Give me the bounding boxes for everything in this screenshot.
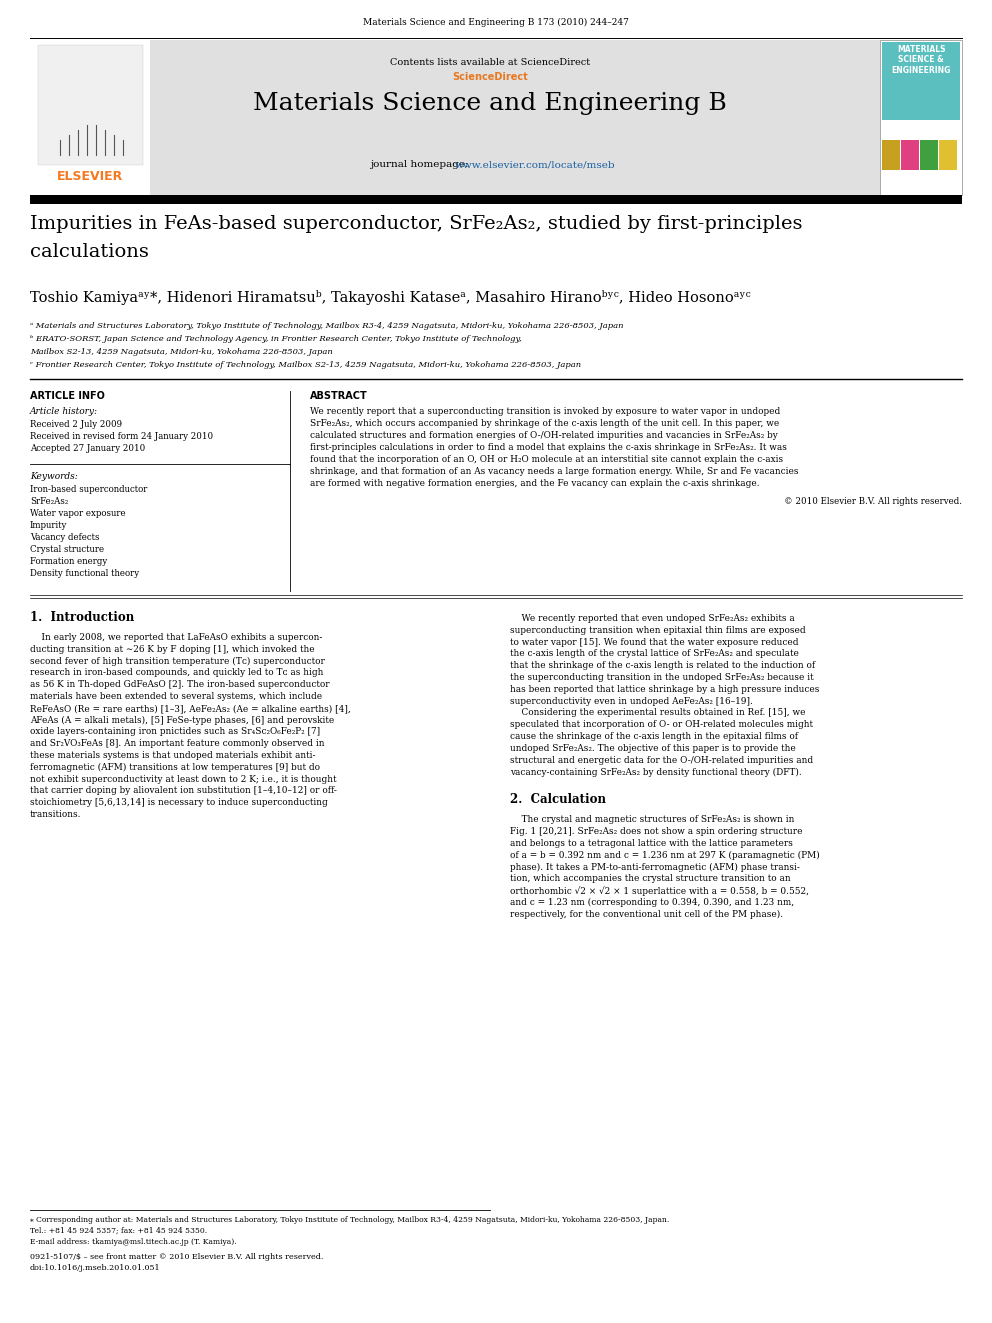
Text: Tel.: +81 45 924 5357; fax: +81 45 924 5350.: Tel.: +81 45 924 5357; fax: +81 45 924 5… <box>30 1226 207 1234</box>
Text: found that the incorporation of an O, OH or H₂O molecule at an interstitial site: found that the incorporation of an O, OH… <box>310 455 783 464</box>
Text: calculations: calculations <box>30 243 149 261</box>
Text: speculated that incorporation of O- or OH-related molecules might: speculated that incorporation of O- or O… <box>510 720 813 729</box>
Text: that the shrinkage of the c-axis length is related to the induction of: that the shrinkage of the c-axis length … <box>510 662 815 671</box>
Bar <box>30 194 962 204</box>
Text: ⁎ Corresponding author at: Materials and Structures Laboratory, Tokyo Institute : ⁎ Corresponding author at: Materials and… <box>30 1216 670 1224</box>
Text: orthorhombic √2 × √2 × 1 superlattice with a = 0.558, b = 0.552,: orthorhombic √2 × √2 × 1 superlattice wi… <box>510 886 809 896</box>
Text: calculated structures and formation energies of O-/OH-related impurities and vac: calculated structures and formation ener… <box>310 431 778 441</box>
Text: undoped SrFe₂As₂. The objective of this paper is to provide the: undoped SrFe₂As₂. The objective of this … <box>510 744 796 753</box>
Text: SrFe₂As₂, which occurs accompanied by shrinkage of the c-axis length of the unit: SrFe₂As₂, which occurs accompanied by sh… <box>310 419 780 429</box>
Text: journal homepage:: journal homepage: <box>370 160 472 169</box>
Text: vacancy-containing SrFe₂As₂ by density functional theory (DFT).: vacancy-containing SrFe₂As₂ by density f… <box>510 767 802 777</box>
Text: In early 2008, we reported that LaFeAsO exhibits a supercon-: In early 2008, we reported that LaFeAsO … <box>30 632 322 642</box>
Text: first-principles calculations in order to find a model that explains the c-axis : first-principles calculations in order t… <box>310 443 787 452</box>
Text: has been reported that lattice shrinkage by a high pressure induces: has been reported that lattice shrinkage… <box>510 685 819 693</box>
Text: Water vapor exposure: Water vapor exposure <box>30 509 126 519</box>
Text: as 56 K in Th-doped GdFeAsO [2]. The iron-based superconductor: as 56 K in Th-doped GdFeAsO [2]. The iro… <box>30 680 329 689</box>
Text: cause the shrinkage of the c-axis length in the epitaxial films of: cause the shrinkage of the c-axis length… <box>510 732 798 741</box>
Text: transitions.: transitions. <box>30 810 81 819</box>
Bar <box>880 40 962 194</box>
Text: Accepted 27 January 2010: Accepted 27 January 2010 <box>30 445 145 452</box>
Text: 2.  Calculation: 2. Calculation <box>510 794 606 806</box>
Bar <box>882 140 900 169</box>
Text: superconducting transition when epitaxial thin films are exposed: superconducting transition when epitaxia… <box>510 626 806 635</box>
Bar <box>939 140 957 169</box>
Text: and belongs to a tetragonal lattice with the lattice parameters: and belongs to a tetragonal lattice with… <box>510 839 793 848</box>
Text: Density functional theory: Density functional theory <box>30 569 139 578</box>
Text: Crystal structure: Crystal structure <box>30 545 104 554</box>
Bar <box>38 45 143 165</box>
Text: ᵃ Materials and Structures Laboratory, Tokyo Institute of Technology, Mailbox R3: ᵃ Materials and Structures Laboratory, T… <box>30 321 624 329</box>
Text: AFeAs (A = alkali metals), [5] FeSe-type phases, [6] and perovskite: AFeAs (A = alkali metals), [5] FeSe-type… <box>30 716 334 725</box>
Text: © 2010 Elsevier B.V. All rights reserved.: © 2010 Elsevier B.V. All rights reserved… <box>784 497 962 505</box>
Text: Vacancy defects: Vacancy defects <box>30 533 99 542</box>
Text: ScienceDirect: ScienceDirect <box>452 71 528 82</box>
Text: oxide layers-containing iron pnictides such as Sr₄Sc₂O₆Fe₂P₂ [7]: oxide layers-containing iron pnictides s… <box>30 728 320 737</box>
Text: ARTICLE INFO: ARTICLE INFO <box>30 392 105 401</box>
Text: the superconducting transition in the undoped SrFe₂As₂ because it: the superconducting transition in the un… <box>510 673 813 681</box>
Text: Impurity: Impurity <box>30 521 67 531</box>
Text: ferromagnetic (AFM) transitions at low temperatures [9] but do: ferromagnetic (AFM) transitions at low t… <box>30 763 320 771</box>
Text: Materials Science and Engineering B: Materials Science and Engineering B <box>253 93 727 115</box>
Text: Keywords:: Keywords: <box>30 472 77 482</box>
Text: ᶜ Frontier Research Center, Tokyo Institute of Technology, Mailbox S2-13, 4259 N: ᶜ Frontier Research Center, Tokyo Instit… <box>30 361 581 369</box>
Text: We recently report that a superconducting transition is invoked by exposure to w: We recently report that a superconductin… <box>310 407 781 415</box>
Text: Toshio Kamiyaᵃʸ*, Hidenori Hiramatsuᵇ, Takayoshi Kataseᵃ, Masahiro Hiranoᵇʸᶜ, Hi: Toshio Kamiyaᵃʸ*, Hidenori Hiramatsuᵇ, T… <box>30 290 751 306</box>
Text: Materials Science and Engineering B 173 (2010) 244–247: Materials Science and Engineering B 173 … <box>363 19 629 28</box>
Text: 0921-5107/$ – see front matter © 2010 Elsevier B.V. All rights reserved.: 0921-5107/$ – see front matter © 2010 El… <box>30 1253 323 1261</box>
Text: research in iron-based compounds, and quickly led to Tᴄ as high: research in iron-based compounds, and qu… <box>30 668 323 677</box>
Text: www.elsevier.com/locate/mseb: www.elsevier.com/locate/mseb <box>455 160 616 169</box>
Text: materials have been extended to several systems, which include: materials have been extended to several … <box>30 692 322 701</box>
Text: Received 2 July 2009: Received 2 July 2009 <box>30 419 122 429</box>
Bar <box>150 40 880 194</box>
Text: of a = b = 0.392 nm and c = 1.236 nm at 297 K (paramagnetic (PM): of a = b = 0.392 nm and c = 1.236 nm at … <box>510 851 819 860</box>
Text: and c = 1.23 nm (corresponding to 0.394, 0.390, and 1.23 nm,: and c = 1.23 nm (corresponding to 0.394,… <box>510 898 795 908</box>
Text: ELSEVIER: ELSEVIER <box>57 169 123 183</box>
Text: The crystal and magnetic structures of SrFe₂As₂ is shown in: The crystal and magnetic structures of S… <box>510 815 795 824</box>
Text: ReFeAsO (Re = rare earths) [1–3], AeFe₂As₂ (Ae = alkaline earths) [4],: ReFeAsO (Re = rare earths) [1–3], AeFe₂A… <box>30 704 351 713</box>
Text: phase). It takes a PM-to-anti-ferromagnetic (AFM) phase transi-: phase). It takes a PM-to-anti-ferromagne… <box>510 863 800 872</box>
Text: that carrier doping by aliovalent ion substitution [1–4,10–12] or off-: that carrier doping by aliovalent ion su… <box>30 786 337 795</box>
Text: SrFe₂As₂: SrFe₂As₂ <box>30 497 68 505</box>
Text: Impurities in FeAs-based superconductor, SrFe₂As₂, studied by first-principles: Impurities in FeAs-based superconductor,… <box>30 216 803 233</box>
Bar <box>30 40 150 194</box>
Text: ᵇ ERATO-SORST, Japan Science and Technology Agency, in Frontier Research Center,: ᵇ ERATO-SORST, Japan Science and Technol… <box>30 335 522 343</box>
Text: ducting transition at ∼26 K by F doping [1], which invoked the: ducting transition at ∼26 K by F doping … <box>30 644 314 654</box>
Bar <box>901 140 919 169</box>
Text: 1.  Introduction: 1. Introduction <box>30 611 134 624</box>
Text: ABSTRACT: ABSTRACT <box>310 392 368 401</box>
Text: doi:10.1016/j.mseb.2010.01.051: doi:10.1016/j.mseb.2010.01.051 <box>30 1263 161 1271</box>
Text: Article history:: Article history: <box>30 407 98 415</box>
Text: Formation energy: Formation energy <box>30 557 107 566</box>
Text: Fig. 1 [20,21]. SrFe₂As₂ does not show a spin ordering structure: Fig. 1 [20,21]. SrFe₂As₂ does not show a… <box>510 827 803 836</box>
Text: We recently reported that even undoped SrFe₂As₂ exhibits a: We recently reported that even undoped S… <box>510 614 795 623</box>
Text: are formed with negative formation energies, and the Fe vacancy can explain the : are formed with negative formation energ… <box>310 479 760 488</box>
Text: Considering the experimental results obtained in Ref. [15], we: Considering the experimental results obt… <box>510 708 806 717</box>
Text: not exhibit superconductivity at least down to 2 K; i.e., it is thought: not exhibit superconductivity at least d… <box>30 774 336 783</box>
Text: these materials systems is that undoped materials exhibit anti-: these materials systems is that undoped … <box>30 751 315 759</box>
Text: respectively, for the conventional unit cell of the PM phase).: respectively, for the conventional unit … <box>510 910 783 918</box>
Text: structural and energetic data for the O-/OH-related impurities and: structural and energetic data for the O-… <box>510 755 813 765</box>
Text: shrinkage, and that formation of an As vacancy needs a large formation energy. W: shrinkage, and that formation of an As v… <box>310 467 799 476</box>
Text: to water vapor [15]. We found that the water exposure reduced: to water vapor [15]. We found that the w… <box>510 638 799 647</box>
Text: Iron-based superconductor: Iron-based superconductor <box>30 486 148 493</box>
Text: stoichiometry [5,6,13,14] is necessary to induce superconducting: stoichiometry [5,6,13,14] is necessary t… <box>30 798 327 807</box>
Text: superconductivity even in undoped AeFe₂As₂ [16–19].: superconductivity even in undoped AeFe₂A… <box>510 697 753 705</box>
Text: MATERIALS
SCIENCE &
ENGINEERING: MATERIALS SCIENCE & ENGINEERING <box>892 45 950 75</box>
Text: tion, which accompanies the crystal structure transition to an: tion, which accompanies the crystal stru… <box>510 875 791 884</box>
Bar <box>920 140 938 169</box>
Bar <box>882 42 960 120</box>
Text: E-mail address: tkamiya@msl.titech.ac.jp (T. Kamiya).: E-mail address: tkamiya@msl.titech.ac.jp… <box>30 1238 237 1246</box>
Text: Received in revised form 24 January 2010: Received in revised form 24 January 2010 <box>30 433 213 441</box>
Text: Mailbox S2-13, 4259 Nagatsuta, Midori-ku, Yokohama 226-8503, Japan: Mailbox S2-13, 4259 Nagatsuta, Midori-ku… <box>30 348 332 356</box>
Text: the c-axis length of the crystal lattice of SrFe₂As₂ and speculate: the c-axis length of the crystal lattice… <box>510 650 799 659</box>
Text: second fever of high transition temperature (Tᴄ) superconductor: second fever of high transition temperat… <box>30 656 324 665</box>
Text: Contents lists available at ScienceDirect: Contents lists available at ScienceDirec… <box>390 58 590 67</box>
Text: and Sr₂VO₃FeAs [8]. An important feature commonly observed in: and Sr₂VO₃FeAs [8]. An important feature… <box>30 740 324 749</box>
